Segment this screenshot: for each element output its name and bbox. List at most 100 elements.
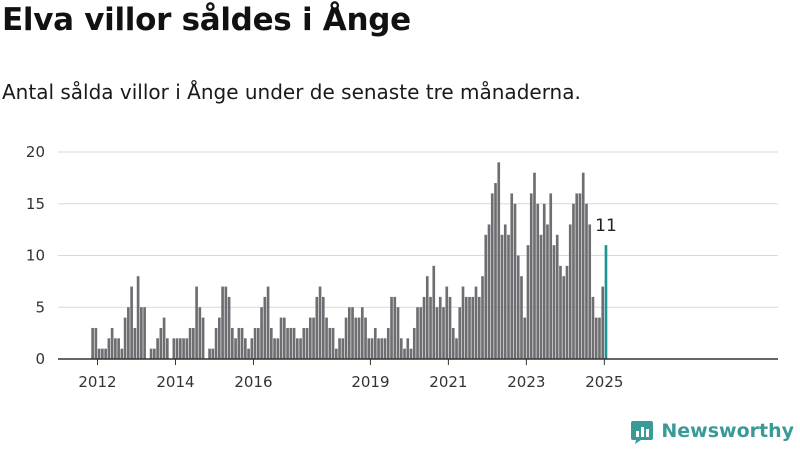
bar — [464, 296, 468, 359]
bar — [318, 286, 322, 359]
bar — [110, 327, 114, 359]
bar — [114, 338, 117, 359]
bar — [601, 286, 605, 359]
bar — [107, 338, 111, 359]
bar — [507, 234, 510, 359]
bar — [234, 338, 237, 359]
bar — [143, 307, 146, 359]
bar — [198, 307, 202, 359]
bar — [256, 327, 260, 359]
bar — [451, 327, 455, 359]
bar — [182, 338, 185, 359]
bar — [390, 296, 393, 359]
bar — [179, 338, 182, 359]
bar — [377, 338, 380, 359]
bar — [442, 307, 445, 359]
chart-subtitle: Antal sålda villor i Ånge under de senas… — [2, 80, 581, 104]
bar — [253, 327, 257, 359]
bar — [536, 203, 540, 359]
bar — [559, 265, 562, 359]
highlight-bar — [604, 245, 608, 359]
bar — [315, 296, 319, 359]
bar — [276, 338, 280, 359]
bar — [172, 338, 176, 359]
bar — [364, 317, 367, 359]
x-tick-label: 2012 — [78, 373, 116, 391]
y-tick-label: 0 — [35, 350, 45, 368]
bar — [104, 348, 107, 359]
bar — [325, 317, 328, 359]
bar — [429, 296, 432, 359]
bar — [273, 338, 276, 359]
bar — [406, 338, 410, 359]
bar — [286, 327, 289, 359]
bar — [458, 307, 462, 359]
bar — [328, 327, 332, 359]
bar — [393, 296, 397, 359]
bar — [279, 317, 283, 359]
bar — [214, 327, 218, 359]
bar — [432, 265, 436, 359]
bar — [188, 327, 192, 359]
bar — [546, 224, 549, 359]
bar — [572, 203, 575, 359]
newsworthy-logo-icon — [631, 421, 654, 444]
bar — [425, 276, 429, 359]
bar — [403, 348, 406, 359]
bar — [461, 286, 465, 359]
bar — [598, 317, 601, 359]
bar — [331, 327, 335, 359]
bar — [373, 327, 377, 359]
bar — [490, 193, 494, 359]
bar — [585, 203, 588, 359]
bar — [120, 348, 124, 359]
bar — [438, 296, 442, 359]
bar — [260, 307, 263, 359]
bar — [295, 338, 299, 359]
bar — [136, 276, 140, 359]
bar — [367, 338, 371, 359]
bar — [578, 193, 582, 359]
bar — [422, 296, 426, 359]
bar — [162, 317, 166, 359]
bar — [396, 307, 400, 359]
bar — [263, 296, 267, 359]
bar — [185, 338, 189, 359]
bar — [247, 348, 250, 359]
bar — [513, 203, 517, 359]
bar — [409, 348, 413, 359]
bar — [520, 276, 523, 359]
bar — [523, 317, 527, 359]
bar — [494, 183, 497, 359]
bar — [201, 317, 205, 359]
bar — [312, 317, 315, 359]
bar — [166, 338, 169, 359]
bar — [240, 327, 244, 359]
bar — [552, 245, 556, 359]
bar — [360, 307, 364, 359]
bar — [555, 234, 559, 359]
y-tick-label: 10 — [26, 247, 45, 265]
chart-title: Elva villor såldes i Ånge — [2, 2, 411, 38]
bar — [195, 286, 198, 359]
bar — [416, 307, 419, 359]
bar — [529, 193, 533, 359]
bar — [500, 234, 504, 359]
bar — [474, 286, 478, 359]
bar — [338, 338, 341, 359]
bar — [481, 276, 484, 359]
bar — [591, 296, 595, 359]
bar — [159, 327, 163, 359]
bar — [101, 348, 104, 359]
bar — [211, 348, 215, 359]
bar — [435, 307, 439, 359]
bar — [302, 327, 306, 359]
bar — [542, 203, 546, 359]
x-tick-label: 2023 — [507, 373, 545, 391]
bar — [149, 348, 153, 359]
bar — [321, 296, 325, 359]
bar — [594, 317, 598, 359]
x-tick-label: 2021 — [429, 373, 467, 391]
bar — [533, 172, 536, 359]
